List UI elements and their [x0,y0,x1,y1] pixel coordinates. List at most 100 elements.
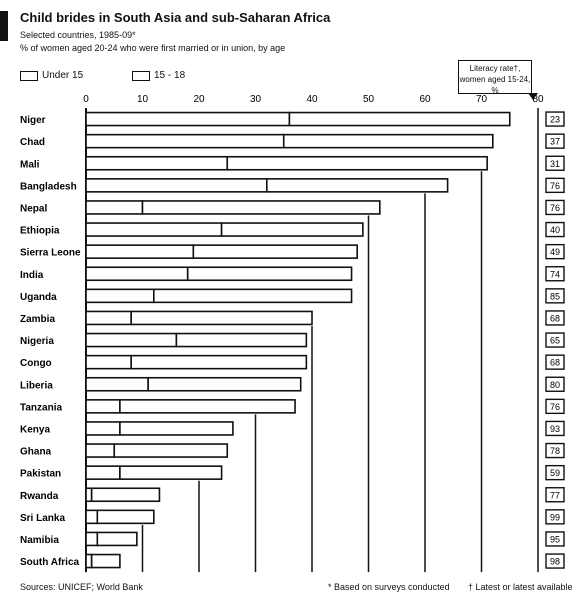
literacy-value: 68 [550,313,560,323]
bar-under15 [85,178,268,193]
x-tick-label-40: 40 [306,94,318,105]
legend-label-15-18: 15 - 18 [154,70,186,81]
literacy-value: 23 [550,115,560,125]
literacy-box [545,376,565,392]
literacy-box [545,177,565,194]
bar-under15 [85,465,121,480]
bar-under15 [85,553,93,569]
category-label: Bangladesh [20,181,77,192]
bar-15-18 [186,266,353,282]
x-tick-label-0: 0 [83,94,89,105]
x-tick-label-10: 10 [137,94,149,105]
literacy-box [545,398,565,415]
category-label: Rwanda [20,491,59,502]
legend-swatch-under15 [20,70,38,81]
literacy-box [545,221,565,238]
literacy-box [545,509,565,525]
literacy-value: 74 [550,269,560,279]
legend-swatch-15-18 [132,70,150,81]
category-label: India [20,270,44,281]
bar-under15 [85,244,195,259]
category-label: Congo [20,358,52,369]
literacy-value: 65 [550,336,560,346]
x-tick-label-20: 20 [193,94,205,105]
literacy-value: 93 [550,424,560,434]
bar-15-18 [130,310,313,326]
bar-15-18 [141,200,381,215]
bar-15-18 [119,399,296,414]
bar-under15 [85,421,121,436]
bar-under15 [85,509,99,525]
category-label: Ghana [20,447,52,458]
x-tick-label-80: 80 [532,94,544,105]
literacy-value: 59 [550,468,560,478]
literacy-box [545,553,565,569]
chart-subtitle-detail: % of women aged 20-24 who were first mar… [20,43,286,53]
literacy-box [545,155,565,171]
literacy-value: 68 [550,358,560,368]
literacy-box [545,464,565,481]
category-label: Sierra Leone [20,248,81,259]
literacy-box [545,531,565,547]
bar-under15 [85,354,133,370]
category-label: Chad [20,137,45,148]
category-label: Mali [20,159,40,170]
literacy-callout-pointer [528,93,538,100]
literacy-value: 49 [550,247,560,257]
bar-under15 [85,332,178,348]
bar-15-18 [119,421,234,436]
bar-15-18 [175,332,308,348]
bar-under15 [85,531,99,547]
category-label: Niger [20,115,46,126]
literacy-value: 40 [550,225,560,235]
literacy-value: 78 [550,446,560,456]
bar-under15 [85,399,121,414]
literacy-callout: Literacy rate†, women aged 15-24, % [458,60,532,95]
bar-under15 [85,288,155,304]
bar-under15 [85,133,285,149]
bar-under15 [85,310,133,326]
bar-under15 [85,266,189,282]
literacy-value: 77 [550,490,560,500]
bar-under15 [85,443,116,458]
chart-title: Child brides in South Asia and sub-Sahar… [20,10,331,25]
literacy-box [545,442,565,459]
bar-15-18 [96,509,155,525]
bar-15-18 [153,288,353,304]
literacy-callout-line1: Literacy rate†, [469,64,521,73]
literacy-callout-line2: women aged 15-24, % [459,75,531,95]
literacy-value: 80 [550,380,560,390]
literacy-value: 76 [550,402,560,412]
category-label: Sri Lanka [20,513,65,524]
bar-under15 [85,111,291,127]
category-label: Zambia [20,314,55,325]
bar-15-18 [288,111,511,127]
category-label: Pakistan [20,469,61,480]
literacy-value: 98 [550,557,560,567]
literacy-value: 95 [550,534,560,544]
literacy-value: 76 [550,203,560,213]
literacy-value: 31 [550,159,560,169]
literacy-value: 99 [550,512,560,522]
category-label: Nigeria [20,336,54,347]
bar-15-18 [119,465,223,480]
bar-15-18 [130,354,308,370]
survey-footnote: * Based on surveys conducted [328,582,450,592]
literacy-box [545,111,565,127]
literacy-box [545,487,565,503]
category-label: Uganda [20,292,57,303]
category-label: Ethiopia [20,226,60,237]
literacy-box [545,243,565,260]
x-tick-label-50: 50 [363,94,375,105]
bar-under15 [85,487,93,503]
bar-15-18 [282,133,494,149]
literacy-box [545,133,565,149]
category-label: Nepal [20,203,47,214]
x-tick-label-70: 70 [476,94,488,105]
category-label: Tanzania [20,402,62,413]
category-label: Kenya [20,424,50,435]
legend-label-under15: Under 15 [42,70,84,81]
bar-15-18 [147,376,302,392]
bar-15-18 [113,443,229,458]
